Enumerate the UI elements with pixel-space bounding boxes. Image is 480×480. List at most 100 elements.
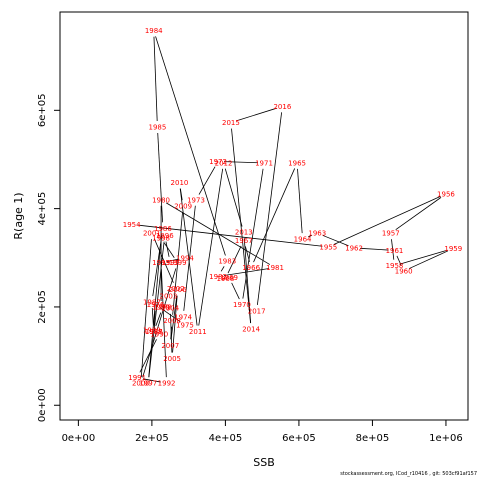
x-axis: 0e+00 2e+05 4e+05 6e+05 8e+05 1e+06 bbox=[62, 420, 463, 444]
year-label-1985: 1985 bbox=[148, 124, 166, 132]
year-label-1981: 1981 bbox=[266, 264, 284, 272]
trajectory-segment bbox=[160, 268, 167, 378]
trajectory-segment bbox=[243, 238, 252, 324]
year-label-1965: 1965 bbox=[288, 159, 306, 167]
trajectory-segment bbox=[166, 258, 180, 262]
year-label-1986: 1986 bbox=[154, 225, 172, 233]
trajectory-segment bbox=[333, 195, 441, 245]
year-label-1987: 1987 bbox=[143, 299, 161, 307]
year-label-1956: 1956 bbox=[437, 190, 455, 198]
year-label-2017: 2017 bbox=[248, 307, 266, 315]
x-tick-label: 8e+05 bbox=[356, 433, 390, 444]
sr-trajectory bbox=[137, 36, 449, 383]
trajectory-segment bbox=[179, 188, 198, 326]
trajectory-segment bbox=[198, 168, 224, 326]
year-label-1989: 1989 bbox=[143, 327, 161, 335]
year-label-1977: 1977 bbox=[145, 328, 163, 336]
trajectory-segment bbox=[227, 245, 242, 274]
year-label-2007: 2007 bbox=[161, 342, 179, 350]
year-label-1998: 1998 bbox=[152, 235, 170, 243]
year-label-2011: 2011 bbox=[189, 328, 207, 336]
trajectory-segment bbox=[155, 36, 226, 256]
year-label-1976: 1976 bbox=[147, 301, 165, 309]
y-tick-label: 4e+05 bbox=[37, 192, 48, 226]
y-tick-label: 6e+05 bbox=[37, 94, 48, 128]
y-axis: 0e+00 2e+05 4e+05 6e+05 bbox=[37, 94, 60, 422]
year-label-1957: 1957 bbox=[382, 230, 400, 238]
year-label-2009: 2009 bbox=[174, 203, 192, 211]
year-label-1973: 1973 bbox=[187, 196, 205, 204]
trajectory-segment bbox=[183, 205, 196, 311]
trajectory-segment bbox=[153, 238, 174, 283]
trajectory-segment bbox=[391, 239, 395, 260]
trajectory-segment bbox=[148, 241, 165, 378]
trajectory-segment bbox=[170, 295, 178, 340]
year-label-2004: 2004 bbox=[161, 304, 179, 312]
year-label-1982: 1982 bbox=[209, 273, 227, 281]
trajectory-segment bbox=[137, 224, 323, 247]
trajectory-segment bbox=[224, 168, 243, 227]
x-tick-label: 4e+05 bbox=[209, 433, 243, 444]
trajectory-segment bbox=[172, 212, 183, 315]
trajectory-segment bbox=[253, 168, 296, 263]
year-label-1995: 1995 bbox=[161, 259, 179, 267]
year-label-1970: 1970 bbox=[233, 301, 251, 309]
x-tick-label: 6e+05 bbox=[282, 433, 316, 444]
year-label-1964: 1964 bbox=[294, 236, 312, 244]
year-label-2014: 2014 bbox=[242, 326, 260, 334]
trajectory-segment bbox=[172, 295, 178, 353]
trajectory-segment bbox=[151, 307, 154, 326]
year-label-1961: 1961 bbox=[386, 247, 404, 255]
year-label-1979: 1979 bbox=[152, 303, 170, 311]
trajectory-segment bbox=[164, 242, 175, 258]
year-label-1960: 1960 bbox=[395, 268, 413, 276]
y-tick-label: 0e+00 bbox=[37, 388, 48, 422]
year-label-1955: 1955 bbox=[319, 243, 337, 251]
trajectory-segment bbox=[231, 282, 240, 300]
trajectory-segment bbox=[400, 249, 448, 265]
trajectory-segment bbox=[170, 326, 173, 340]
year-label-1963: 1963 bbox=[308, 230, 326, 238]
trajectory-segment bbox=[140, 239, 152, 378]
year-label-1984: 1984 bbox=[145, 27, 163, 35]
trajectory-segment bbox=[148, 244, 161, 378]
year-label-1983: 1983 bbox=[218, 258, 236, 266]
year-label-2002: 2002 bbox=[167, 285, 185, 293]
year-label-1968: 1968 bbox=[216, 275, 234, 283]
year-labels: 1954 1955 1956 1957 1958 1959 1960 1961 1962 1963… bbox=[123, 27, 462, 387]
trajectory-segment bbox=[139, 339, 157, 373]
year-label-1975: 1975 bbox=[176, 322, 194, 330]
year-label-1958: 1958 bbox=[386, 262, 404, 270]
year-label-2016: 2016 bbox=[273, 103, 291, 111]
year-label-1967: 1967 bbox=[235, 237, 253, 245]
year-label-1996: 1996 bbox=[156, 232, 174, 240]
x-tick-label: 1e+06 bbox=[429, 433, 463, 444]
trajectory-segment bbox=[155, 312, 162, 327]
trajectory-segment bbox=[297, 168, 303, 234]
year-label-2005: 2005 bbox=[163, 355, 181, 363]
year-label-1966: 1966 bbox=[242, 264, 260, 272]
trajectory-segment bbox=[308, 235, 312, 238]
year-label-1978: 1978 bbox=[154, 303, 172, 311]
year-label-1969: 1969 bbox=[220, 274, 238, 282]
year-label-1991: 1991 bbox=[128, 374, 146, 382]
trajectory-segment bbox=[165, 241, 170, 257]
trajectory-segment bbox=[143, 378, 161, 383]
trajectory-segment bbox=[231, 128, 251, 324]
year-label-1971: 1971 bbox=[255, 159, 273, 167]
year-label-1993: 1993 bbox=[152, 259, 170, 267]
year-label-1959: 1959 bbox=[444, 245, 462, 253]
y-axis-title: R(age 1) bbox=[12, 192, 25, 239]
trajectory-segment bbox=[220, 266, 225, 272]
footer-credit: stockassessment.org, ICod_r10416 , git: … bbox=[340, 471, 477, 477]
year-label-1954: 1954 bbox=[123, 221, 141, 229]
trajectory-segment bbox=[257, 112, 283, 305]
year-label-1962: 1962 bbox=[345, 244, 363, 252]
x-tick-label: 0e+00 bbox=[62, 433, 96, 444]
year-label-1990: 1990 bbox=[150, 330, 168, 338]
year-label-1972: 1972 bbox=[209, 158, 227, 166]
trajectory-segment bbox=[236, 107, 277, 122]
trajectory-segment bbox=[408, 250, 449, 269]
trajectory-segment bbox=[198, 166, 216, 195]
